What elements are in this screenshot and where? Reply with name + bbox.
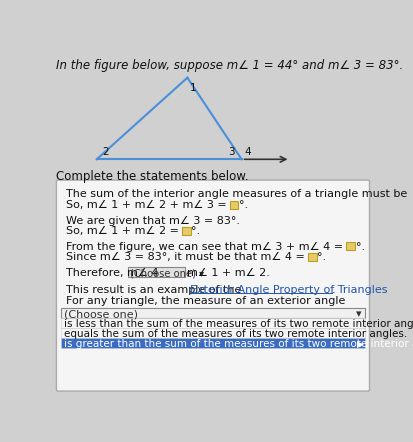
Text: ▶: ▶	[356, 340, 363, 349]
Text: °.: °.	[191, 226, 200, 236]
FancyBboxPatch shape	[61, 308, 364, 318]
Text: So, m∠ 1 + m∠ 2 =: So, m∠ 1 + m∠ 2 =	[66, 226, 182, 236]
FancyBboxPatch shape	[346, 243, 354, 250]
Text: .: .	[331, 285, 335, 295]
Text: Since m∠ 3 = 83°, it must be that m∠ 4 =: Since m∠ 3 = 83°, it must be that m∠ 4 =	[66, 252, 307, 263]
Text: (Choose one): (Choose one)	[64, 309, 138, 320]
FancyBboxPatch shape	[61, 328, 364, 338]
Text: m∠ 1 + m∠ 2.: m∠ 1 + m∠ 2.	[187, 268, 270, 278]
Text: This result is an example of the: This result is an example of the	[66, 285, 244, 295]
Text: So, m∠ 1 + m∠ 2 + m∠ 3 =: So, m∠ 1 + m∠ 2 + m∠ 3 =	[66, 200, 229, 210]
Text: Complete the statements below.: Complete the statements below.	[56, 170, 248, 183]
Text: is less than the sum of the measures of its two remote interior angles.: is less than the sum of the measures of …	[64, 320, 413, 329]
Text: Exterior Angle Property of Triangles: Exterior Angle Property of Triangles	[189, 285, 386, 295]
FancyBboxPatch shape	[307, 253, 316, 261]
Text: ▾: ▾	[356, 309, 361, 320]
Text: is greater than the sum of the measures of its two remote interior angles.: is greater than the sum of the measures …	[64, 339, 413, 350]
Text: For any triangle, the measure of an exterior angle: For any triangle, the measure of an exte…	[66, 296, 344, 305]
FancyBboxPatch shape	[127, 267, 185, 277]
Text: 3: 3	[228, 147, 235, 157]
FancyBboxPatch shape	[409, 190, 413, 198]
Text: (Choose one) ▾: (Choose one) ▾	[130, 269, 204, 278]
Text: We are given that m∠ 3 = 83°.: We are given that m∠ 3 = 83°.	[66, 216, 239, 225]
FancyBboxPatch shape	[61, 338, 364, 348]
Text: °.: °.	[355, 242, 364, 251]
FancyBboxPatch shape	[229, 201, 238, 209]
Text: 4: 4	[244, 147, 251, 157]
Text: From the figure, we can see that m∠ 3 + m∠ 4 =: From the figure, we can see that m∠ 3 + …	[66, 242, 346, 251]
Text: equals the sum of the measures of its two remote interior angles.: equals the sum of the measures of its tw…	[64, 329, 406, 339]
Text: The sum of the interior angle measures of a triangle must be: The sum of the interior angle measures o…	[66, 189, 409, 199]
FancyBboxPatch shape	[56, 180, 369, 391]
FancyBboxPatch shape	[182, 227, 190, 235]
Text: °.: °.	[317, 252, 326, 263]
FancyBboxPatch shape	[61, 318, 364, 328]
Text: Therefore, m∠ 4: Therefore, m∠ 4	[66, 268, 161, 278]
Text: 2: 2	[102, 147, 109, 157]
Text: °.: °.	[239, 200, 248, 210]
Text: In the figure below, suppose m∠ 1 = 44° and m∠ 3 = 83°.: In the figure below, suppose m∠ 1 = 44° …	[56, 59, 403, 72]
Text: 1: 1	[189, 83, 196, 93]
